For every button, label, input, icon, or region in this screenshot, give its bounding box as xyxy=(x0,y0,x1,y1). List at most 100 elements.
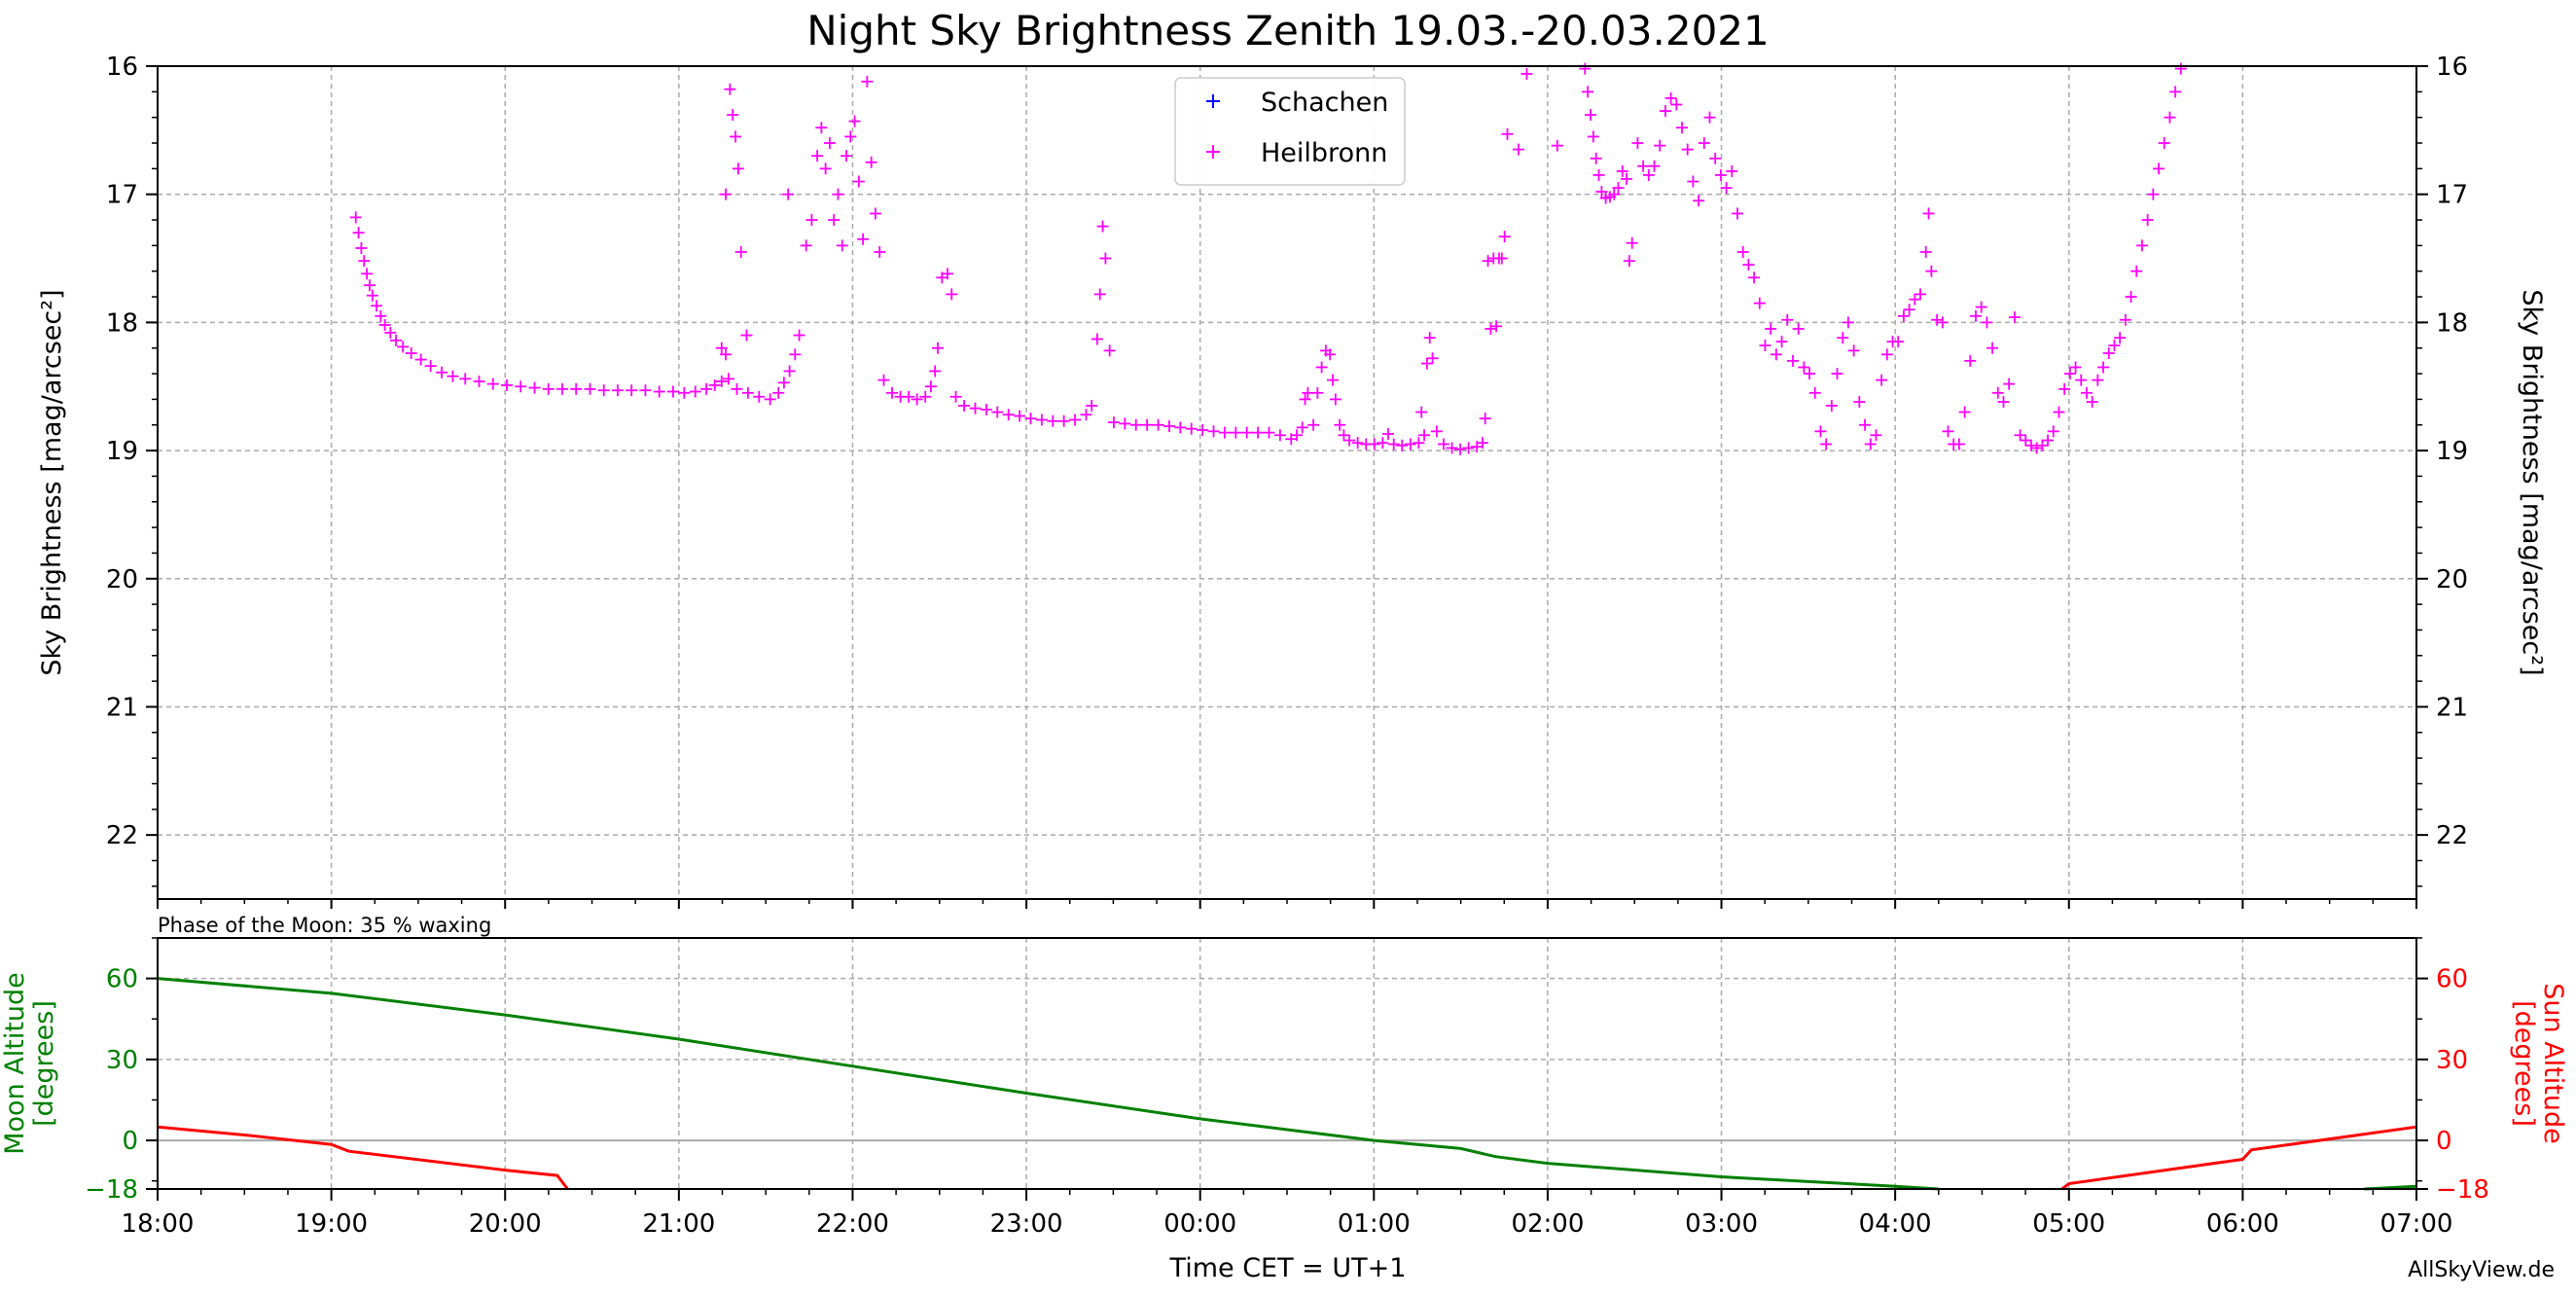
heilbronn-point xyxy=(1485,322,1497,335)
heilbronn-point xyxy=(2047,425,2059,438)
heilbronn-point xyxy=(1709,152,1722,164)
heilbronn-point xyxy=(1986,342,1999,354)
heilbronn-point xyxy=(1820,438,1833,450)
moon-altitude-tick-label: 0 xyxy=(122,1127,138,1156)
heilbronn-point xyxy=(772,386,785,399)
heilbronn-point xyxy=(1616,164,1628,177)
heilbronn-point xyxy=(857,233,870,245)
heilbronn-point xyxy=(1936,316,1949,329)
heilbronn-point xyxy=(919,390,932,403)
heilbronn-point xyxy=(1975,301,1987,313)
upper-y-tick-label-right: 18 xyxy=(2436,308,2468,338)
heilbronn-point xyxy=(358,255,371,268)
heilbronn-point xyxy=(1654,139,1666,152)
heilbronn-point xyxy=(2030,442,2043,454)
heilbronn-point xyxy=(355,242,368,255)
heilbronn-point xyxy=(1842,316,1854,329)
heilbronn-point xyxy=(764,393,776,406)
lower-plot: Phase of the Moon: 35 % waxing 60 60 30 30 0… xyxy=(0,914,2568,1283)
heilbronn-point xyxy=(1922,207,1935,220)
heilbronn-point xyxy=(1991,386,2004,399)
heilbronn-point xyxy=(371,300,383,312)
heilbronn-point xyxy=(1324,348,1337,361)
x-tick-label: 06:00 xyxy=(2206,1209,2279,1239)
heilbronn-point xyxy=(805,214,818,227)
heilbronn-point xyxy=(1479,413,1491,425)
heilbronn-point xyxy=(715,375,728,387)
heilbronn-point xyxy=(1430,425,1443,438)
heilbronn-point xyxy=(1418,429,1431,442)
moon-altitude-axis-label: Moon Altitude[degrees] xyxy=(0,972,59,1155)
heilbronn-point xyxy=(1675,122,1688,134)
heilbronn-point xyxy=(1185,422,1198,435)
x-tick-label: 01:00 xyxy=(1338,1209,1411,1239)
heilbronn-point xyxy=(1329,393,1342,406)
heilbronn-point xyxy=(1152,418,1164,431)
heilbronn-point xyxy=(777,377,790,389)
heilbronn-point xyxy=(720,188,733,200)
upper-y-tick-label: 17 xyxy=(106,181,138,210)
heilbronn-point xyxy=(1413,437,1425,450)
heilbronn-point xyxy=(1002,409,1015,421)
heilbronn-point xyxy=(1024,413,1037,425)
heilbronn-point xyxy=(1381,427,1394,440)
upper-y-tick-label: 16 xyxy=(106,53,138,82)
heilbronn-point xyxy=(1903,304,1915,316)
heilbronn-point xyxy=(1035,414,1048,426)
x-tick-label: 21:00 xyxy=(642,1209,715,1239)
heilbronn-point xyxy=(1404,438,1416,450)
heilbronn-point xyxy=(1311,386,1324,399)
heilbronn-point xyxy=(1931,313,1944,326)
heilbronn-point xyxy=(1831,368,1843,380)
heilbronn-point xyxy=(1693,195,1705,207)
heilbronn-point xyxy=(2024,439,2037,451)
upper-y-axis-label: Sky Brightness [mag/arcsec²] xyxy=(37,289,67,675)
heilbronn-point xyxy=(2119,313,2131,326)
lower-grid xyxy=(158,938,2416,1189)
heilbronn-point xyxy=(1753,297,1766,309)
heilbronn-point xyxy=(1958,406,1971,418)
legend-entry-heilbronn: Heilbronn xyxy=(1206,138,1387,168)
heilbronn-point xyxy=(1230,426,1242,439)
heilbronn-point xyxy=(731,382,743,395)
heilbronn-point xyxy=(1781,313,1794,326)
heilbronn-point xyxy=(1093,288,1106,301)
heilbronn-point xyxy=(1808,386,1821,399)
heilbronn-point xyxy=(1698,137,1710,150)
heilbronn-point xyxy=(1163,420,1175,433)
heilbronn-point xyxy=(1623,255,1635,268)
heilbronn-point xyxy=(1997,396,2010,409)
heilbronn-point xyxy=(1731,207,1743,220)
heilbronn-point xyxy=(1047,414,1059,427)
heilbronn-point xyxy=(1608,188,1621,200)
heilbronn-point xyxy=(941,268,953,280)
heilbronn-point xyxy=(724,83,736,95)
moon-altitude-tick-label: −18 xyxy=(85,1175,138,1205)
heilbronn-point xyxy=(1925,265,1938,277)
heilbronn-point xyxy=(1415,406,1428,418)
heilbronn-point xyxy=(390,334,403,346)
x-tick-label: 02:00 xyxy=(1511,1209,1584,1239)
heilbronn-point xyxy=(861,75,874,88)
heilbronn-point xyxy=(732,162,744,175)
upper-grid xyxy=(158,66,2416,899)
sun-altitude-tick-label: 0 xyxy=(2436,1127,2452,1156)
heilbronn-point xyxy=(639,384,652,397)
heilbronn-point xyxy=(2153,162,2165,175)
heilbronn-point xyxy=(384,326,397,339)
heilbronn-point xyxy=(877,374,890,386)
heilbronn-point xyxy=(375,309,387,322)
heilbronn-point xyxy=(1775,336,1788,348)
heilbronn-point xyxy=(1969,309,1982,322)
upper-x-ticks xyxy=(157,899,2417,909)
heilbronn-point xyxy=(1423,332,1436,344)
heilbronn-point xyxy=(1446,442,1458,454)
heilbronn-point xyxy=(436,366,448,378)
x-tick-label: 04:00 xyxy=(1859,1209,1932,1239)
heilbronn-point xyxy=(352,227,365,239)
heilbronn-point xyxy=(1462,442,1475,454)
x-tick-label: 22:00 xyxy=(816,1209,889,1239)
heilbronn-point xyxy=(832,188,844,200)
upper-y-tick-label-right: 20 xyxy=(2436,565,2468,594)
heilbronn-point xyxy=(1584,109,1596,122)
